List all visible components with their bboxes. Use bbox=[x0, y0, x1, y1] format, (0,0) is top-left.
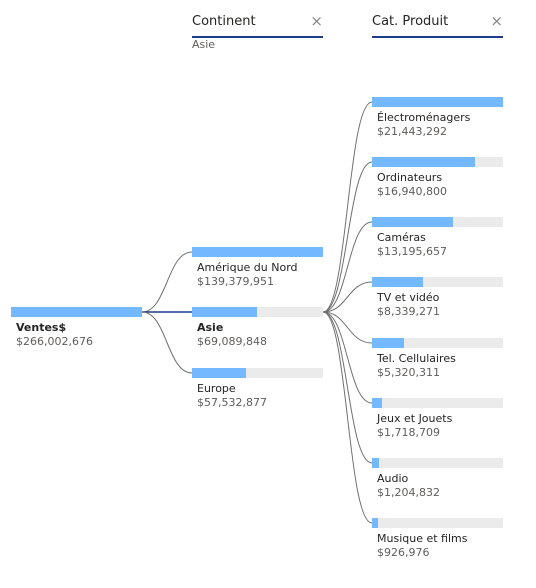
node-value: $5,320,311 bbox=[377, 366, 440, 379]
node-label: Jeux et Jouets bbox=[377, 412, 453, 425]
branch-link bbox=[141, 251, 193, 313]
branch-link bbox=[141, 311, 193, 374]
bar-fill bbox=[372, 217, 453, 227]
node-value: $21,443,292 bbox=[377, 125, 447, 138]
node-label: Audio bbox=[377, 472, 409, 485]
node-label: TV et vidéo bbox=[377, 291, 440, 304]
node-tv-et-video[interactable]: TV et vidéo $8,339,271 bbox=[372, 277, 503, 318]
node-jeux-et-jouets[interactable]: Jeux et Jouets $1,718,709 bbox=[372, 398, 503, 439]
bar-fill bbox=[372, 157, 476, 167]
node-europe[interactable]: Europe $57,532,877 bbox=[192, 368, 323, 409]
column-title: Cat. Produit bbox=[372, 14, 449, 29]
column-title: Continent bbox=[192, 14, 256, 29]
bar-track bbox=[372, 97, 503, 107]
node-electromenagers[interactable]: Électroménagers $21,443,292 bbox=[372, 97, 503, 138]
bar-track bbox=[372, 217, 503, 227]
branch-link bbox=[322, 311, 373, 344]
close-icon[interactable]: × bbox=[310, 12, 323, 30]
node-label: Ventes$ bbox=[16, 321, 67, 334]
node-label: Tel. Cellulaires bbox=[377, 352, 456, 365]
node-asie[interactable]: Asie $69,089,848 bbox=[192, 307, 323, 348]
branch-link bbox=[322, 311, 373, 524]
bar-fill bbox=[372, 277, 423, 287]
node-label: Électroménagers bbox=[377, 111, 471, 124]
node-audio[interactable]: Audio $1,204,832 bbox=[372, 458, 503, 499]
bar-fill bbox=[372, 97, 503, 107]
node-musique-et-films[interactable]: Musique et films $926,976 bbox=[372, 518, 503, 559]
bar-track bbox=[192, 307, 323, 317]
root-node[interactable]: Ventes$ $266,002,676 bbox=[11, 307, 142, 348]
bar-track bbox=[11, 307, 142, 317]
bar-fill bbox=[192, 307, 257, 317]
node-label: Musique et films bbox=[377, 532, 468, 545]
bar-track bbox=[372, 398, 503, 408]
bar-fill bbox=[372, 398, 383, 408]
bar-fill bbox=[192, 368, 247, 378]
node-label: Amérique du Nord bbox=[197, 261, 298, 274]
column-header-category: Cat. Produit × bbox=[372, 12, 503, 38]
column-selection: Asie bbox=[192, 38, 216, 51]
node-value: $69,089,848 bbox=[197, 335, 267, 348]
node-label: Europe bbox=[197, 382, 236, 395]
bar-track bbox=[192, 368, 323, 378]
branch-link bbox=[322, 101, 373, 313]
node-value: $1,204,832 bbox=[377, 486, 440, 499]
node-cameras[interactable]: Caméras $13,195,657 bbox=[372, 217, 503, 258]
branch-link bbox=[322, 161, 373, 313]
node-value: $16,940,800 bbox=[377, 185, 447, 198]
bar-fill bbox=[372, 338, 405, 348]
node-value: $13,195,657 bbox=[377, 245, 447, 258]
column-header-continent: Continent × bbox=[192, 12, 323, 38]
bar-track bbox=[372, 157, 503, 167]
node-value: $266,002,676 bbox=[16, 335, 93, 348]
branch-link bbox=[322, 221, 373, 313]
bar-fill bbox=[11, 307, 142, 317]
bar-track bbox=[372, 458, 503, 468]
close-icon[interactable]: × bbox=[490, 12, 503, 30]
branch-link bbox=[322, 311, 373, 464]
bar-fill bbox=[372, 458, 380, 468]
node-value: $1,718,709 bbox=[377, 426, 440, 439]
node-label: Asie bbox=[197, 321, 224, 334]
node-label: Caméras bbox=[377, 231, 426, 244]
node-ordinateurs[interactable]: Ordinateurs $16,940,800 bbox=[372, 157, 503, 198]
bar-fill bbox=[192, 247, 323, 257]
branch-link bbox=[322, 311, 373, 404]
node-amerique-du-nord[interactable]: Amérique du Nord $139,379,951 bbox=[192, 247, 323, 288]
node-label: Ordinateurs bbox=[377, 171, 443, 184]
node-value: $8,339,271 bbox=[377, 305, 440, 318]
node-value: $139,379,951 bbox=[197, 275, 274, 288]
bar-fill bbox=[372, 518, 378, 528]
bar-track bbox=[372, 338, 503, 348]
bar-track bbox=[372, 277, 503, 287]
node-value: $926,976 bbox=[377, 546, 430, 559]
bar-track bbox=[192, 247, 323, 257]
bar-track bbox=[372, 518, 503, 528]
node-value: $57,532,877 bbox=[197, 396, 267, 409]
branch-link bbox=[322, 281, 373, 313]
node-tel-cellulaires[interactable]: Tel. Cellulaires $5,320,311 bbox=[372, 338, 503, 379]
